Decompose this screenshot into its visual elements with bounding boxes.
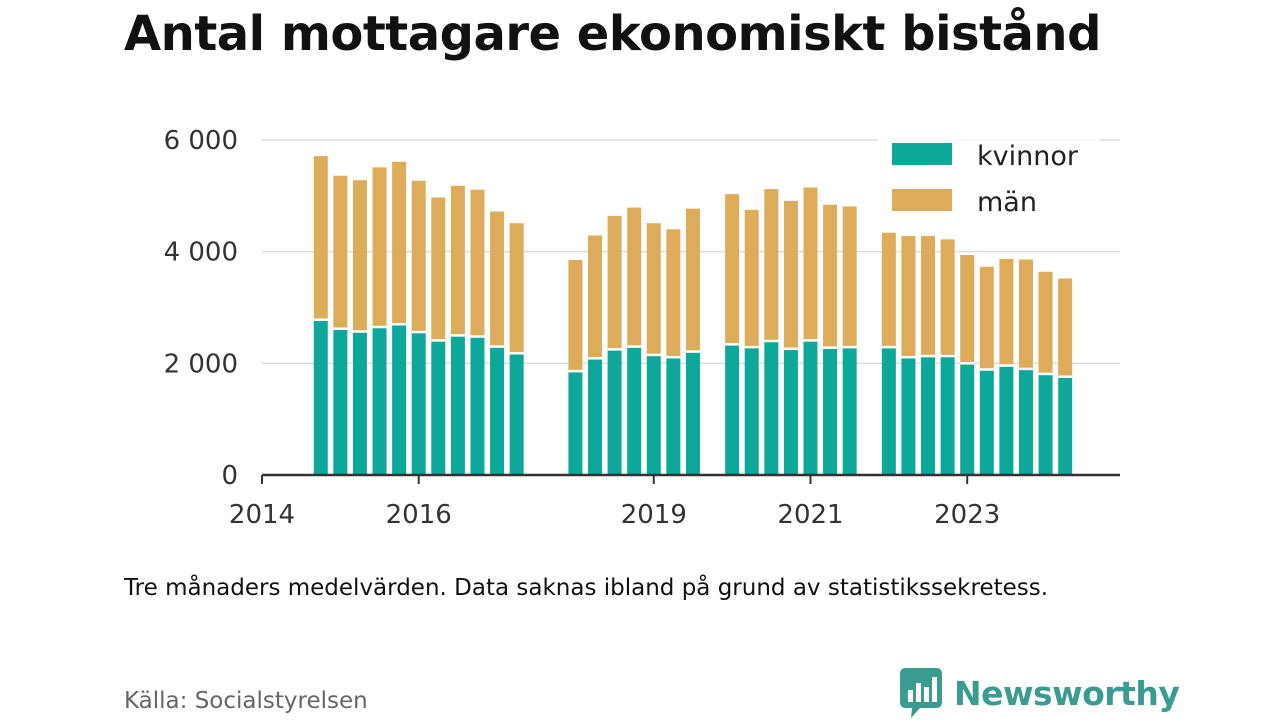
bar-man <box>568 260 583 372</box>
x-tick-label: 2016 <box>386 500 452 530</box>
legend: kvinnor män <box>878 135 1100 231</box>
bar-kvinnor <box>1038 373 1053 475</box>
bar-kvinnor <box>921 356 936 475</box>
bar-kvinnor <box>431 340 446 475</box>
bar-kvinnor <box>607 349 622 475</box>
y-tick-label: 2 000 <box>164 349 238 379</box>
bar-man <box>823 204 838 348</box>
chart-title: Antal mottagare ekonomiskt bistånd <box>124 6 1101 62</box>
chart-note: Tre månaders medelvärden. Data saknas ib… <box>124 575 1049 601</box>
bar-kvinnor <box>803 340 818 475</box>
bar-man <box>803 187 818 341</box>
bar-kvinnor <box>979 369 994 475</box>
bar-man <box>999 258 1014 366</box>
bar-man <box>1018 259 1033 369</box>
bar-man <box>1038 271 1053 374</box>
bar-man <box>333 175 348 329</box>
source-label: Källa: Socialstyrelsen <box>124 688 368 714</box>
bar-kvinnor <box>392 324 407 475</box>
bar-man <box>960 255 975 364</box>
bar-man <box>490 211 505 347</box>
x-tick-label: 2014 <box>229 500 295 530</box>
bar-man <box>646 223 661 355</box>
bar-man <box>411 180 426 333</box>
bar-kvinnor <box>725 344 740 475</box>
x-tick-label: 2023 <box>934 500 1000 530</box>
y-tick-label: 0 <box>221 461 238 491</box>
bar-man <box>372 167 387 328</box>
bar-kvinnor <box>940 356 955 475</box>
bar-man <box>588 235 603 359</box>
legend-label: män <box>977 187 1037 218</box>
bar-kvinnor <box>1058 376 1073 475</box>
bar-man <box>627 207 642 347</box>
legend-swatch-man <box>892 189 952 211</box>
legend-swatch-kvinnor <box>892 143 952 165</box>
bar-kvinnor <box>646 354 661 475</box>
bar-kvinnor <box>842 347 857 475</box>
bar-man <box>392 161 407 325</box>
bar-man <box>685 208 700 352</box>
bar-man <box>783 200 798 349</box>
bar-kvinnor <box>333 328 348 475</box>
stacked-bar-chart: 0 2 000 4 000 6 000 2014 2016 2019 2021 2023 kvi… <box>164 126 1120 530</box>
bar-man <box>431 197 446 341</box>
bar-kvinnor <box>901 357 916 475</box>
brand-name: Newsworthy <box>954 673 1180 713</box>
x-tick-label: 2019 <box>621 500 687 530</box>
bar-kvinnor <box>588 358 603 475</box>
bar-man <box>607 215 622 350</box>
bar-man <box>842 206 857 348</box>
bar-man <box>725 194 740 345</box>
bar-kvinnor <box>783 348 798 475</box>
bar-kvinnor <box>685 351 700 475</box>
x-tick-label: 2021 <box>777 500 843 530</box>
bar-kvinnor <box>960 363 975 475</box>
bar-man <box>764 189 779 341</box>
bar-kvinnor <box>744 347 759 475</box>
bar-kvinnor <box>470 336 485 475</box>
bar-kvinnor <box>666 357 681 475</box>
bars <box>313 156 1073 475</box>
legend-label: kvinnor <box>977 141 1079 172</box>
bar-kvinnor <box>568 371 583 475</box>
bar-kvinnor <box>999 365 1014 475</box>
bar-man <box>352 180 367 332</box>
newsworthy-logo-icon <box>900 668 942 718</box>
bar-kvinnor <box>823 347 838 475</box>
axes: 0 2 000 4 000 6 000 2014 2016 2019 2021 2023 <box>164 126 1120 530</box>
bar-kvinnor <box>764 341 779 475</box>
bar-man <box>470 189 485 337</box>
bar-kvinnor <box>490 346 505 475</box>
bar-man <box>979 266 994 370</box>
bar-man <box>313 156 328 320</box>
bar-kvinnor <box>313 319 328 475</box>
bar-kvinnor <box>352 331 367 475</box>
bar-man <box>940 239 955 357</box>
bar-kvinnor <box>881 347 896 475</box>
bar-man <box>921 236 936 357</box>
bar-kvinnor <box>372 327 387 475</box>
bar-kvinnor <box>1018 368 1033 475</box>
bar-man <box>1058 278 1073 377</box>
bar-kvinnor <box>411 332 426 475</box>
bar-man <box>666 229 681 358</box>
bar-kvinnor <box>509 353 524 475</box>
newsworthy-brand: Newsworthy <box>900 668 1180 718</box>
bar-man <box>744 209 759 348</box>
bar-man <box>509 223 524 354</box>
bar-man <box>881 232 896 348</box>
bar-man <box>901 236 916 358</box>
bar-man <box>450 185 465 336</box>
bar-kvinnor <box>450 335 465 475</box>
y-tick-label: 4 000 <box>164 238 238 268</box>
bar-kvinnor <box>627 346 642 475</box>
y-tick-label: 6 000 <box>164 126 238 156</box>
